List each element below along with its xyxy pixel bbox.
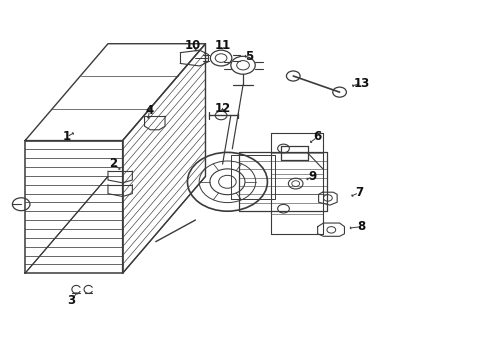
Text: 4: 4 [145, 104, 153, 117]
Text: 13: 13 [353, 77, 369, 90]
Text: 10: 10 [185, 39, 201, 52]
Text: 12: 12 [214, 102, 230, 115]
Text: 11: 11 [214, 39, 230, 52]
Text: 8: 8 [357, 220, 365, 233]
Text: 1: 1 [62, 130, 70, 144]
Text: 2: 2 [108, 157, 117, 170]
Text: 9: 9 [308, 170, 316, 183]
Text: 6: 6 [313, 130, 321, 144]
Text: 5: 5 [245, 50, 253, 63]
Text: 7: 7 [354, 186, 363, 199]
Text: 3: 3 [67, 294, 75, 307]
